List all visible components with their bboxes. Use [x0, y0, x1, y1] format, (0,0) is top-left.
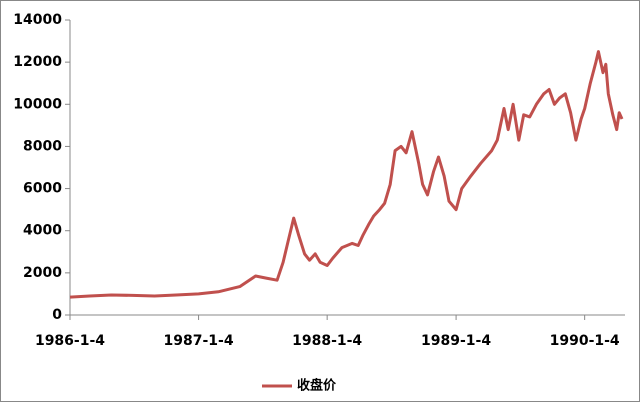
x-tick-label: 1988-1-4 — [292, 333, 362, 349]
x-tick-label: 1987-1-4 — [164, 333, 234, 349]
y-tick-label: 10000 — [13, 96, 62, 112]
y-tick-label: 4000 — [23, 223, 62, 239]
y-tick-label: 14000 — [13, 12, 62, 28]
x-tick-label: 1986-1-4 — [35, 333, 105, 349]
x-tick-label: 1989-1-4 — [421, 333, 491, 349]
y-tick-label: 6000 — [23, 181, 62, 197]
y-tick-label: 8000 — [23, 138, 62, 154]
legend-label: 收盘价 — [297, 378, 337, 394]
x-tick-label: 1990-1-4 — [550, 333, 620, 349]
y-tick-label: 2000 — [23, 265, 62, 281]
data-line — [69, 50, 624, 299]
y-tick-label: 0 — [52, 307, 62, 323]
y-tick-label: 12000 — [13, 54, 62, 70]
